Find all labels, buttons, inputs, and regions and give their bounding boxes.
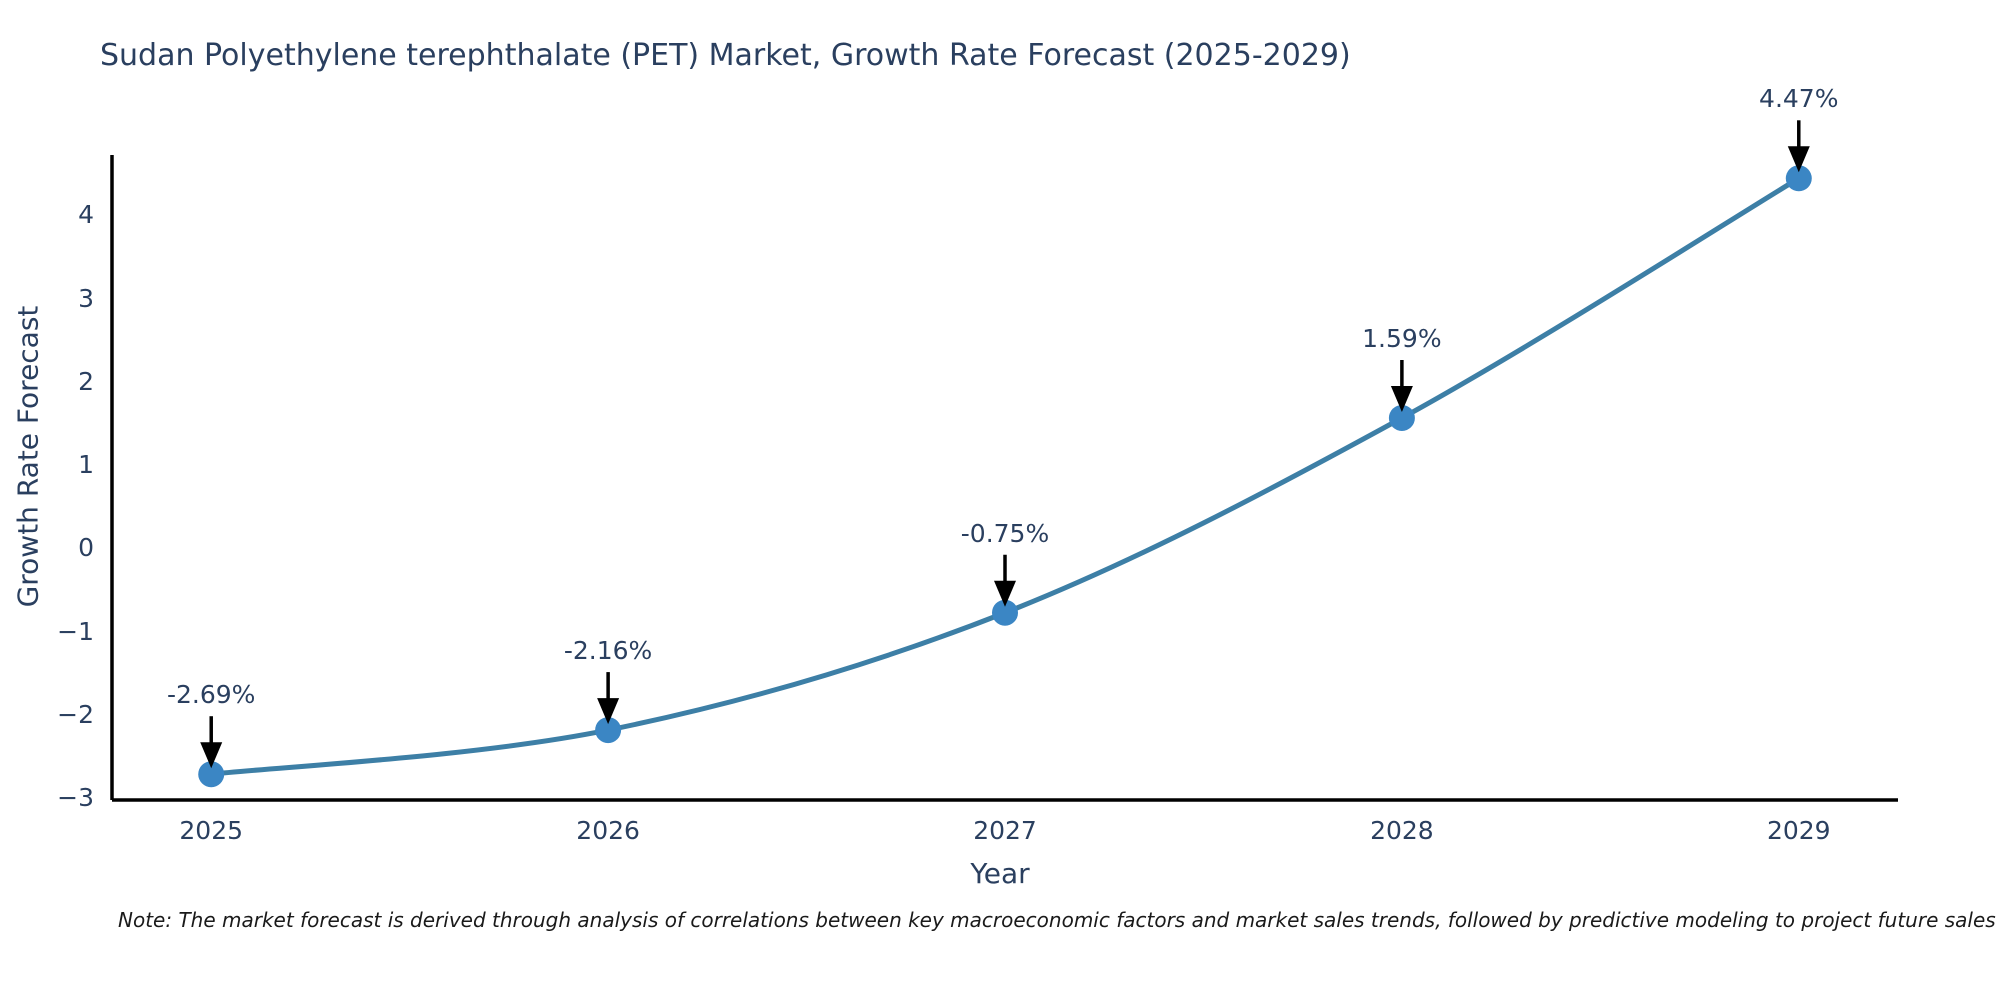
point-value-label: 4.47% bbox=[1759, 84, 1839, 114]
point-value-label: 1.59% bbox=[1362, 323, 1442, 353]
data-point-marker bbox=[992, 599, 1018, 626]
data-point-marker bbox=[198, 761, 225, 788]
y-axis-title: Growth Rate Forecast bbox=[11, 305, 45, 608]
y-tick-label: −1 bbox=[57, 616, 94, 646]
annotation-arrow-head bbox=[1390, 385, 1413, 412]
y-tick-label: −2 bbox=[57, 699, 94, 729]
y-tick-label: 4 bbox=[78, 200, 94, 230]
data-line-series bbox=[208, 175, 1802, 777]
x-tick-label: 2029 bbox=[1766, 816, 1831, 845]
data-point-marker bbox=[595, 717, 622, 744]
annotation-arrow-head bbox=[994, 580, 1016, 607]
x-tick-label: 2026 bbox=[576, 816, 640, 845]
annotation-arrow-head bbox=[200, 742, 223, 769]
point-value-label: -0.75% bbox=[960, 518, 1050, 548]
x-tick-label: 2025 bbox=[179, 816, 244, 845]
point-value-label: -2.69% bbox=[166, 680, 256, 710]
y-tick-label: 0 bbox=[78, 533, 94, 563]
data-point-marker bbox=[1388, 404, 1415, 431]
x-axis-title: Year bbox=[970, 857, 1030, 890]
data-markers bbox=[198, 165, 1812, 788]
annotation-arrows bbox=[200, 120, 1810, 769]
chart-note: Note: The market forecast is derived thr… bbox=[118, 908, 1996, 932]
point-value-label: -2.16% bbox=[563, 636, 653, 666]
annotation-arrow-head bbox=[1787, 146, 1810, 173]
x-tick-label: 2027 bbox=[973, 816, 1037, 845]
y-tick-label: −3 bbox=[57, 783, 94, 812]
annotation-arrow-head bbox=[597, 698, 620, 725]
y-tick-label: 2 bbox=[78, 366, 94, 396]
y-tick-label: 1 bbox=[78, 450, 94, 480]
y-tick-label: 3 bbox=[78, 283, 94, 313]
x-tick-label: 2028 bbox=[1370, 816, 1434, 845]
chart-title: Sudan Polyethylene terephthalate (PET) M… bbox=[100, 38, 1351, 73]
data-point-marker bbox=[1785, 165, 1812, 192]
